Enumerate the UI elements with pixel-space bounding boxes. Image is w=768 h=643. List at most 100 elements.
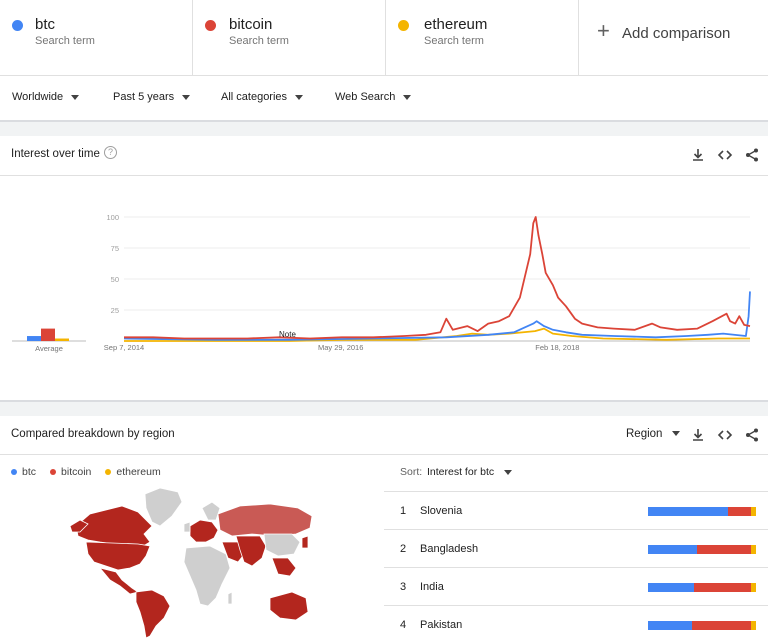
average-bar-btc — [27, 336, 41, 341]
chart-grid: 25 50 75 100 — [106, 213, 750, 342]
table-row[interactable]: 2 Bangladesh — [384, 529, 768, 567]
bar-segment-btc — [648, 545, 697, 554]
map-region-japan[interactable] — [301, 535, 309, 549]
row-region-name: Pakistan — [420, 619, 463, 631]
search-terms-bar: btc Search term bitcoin Search term ethe… — [0, 0, 768, 76]
x-axis-ticks: Sep 7, 2014 May 29, 2016 Feb 18, 2018 — [104, 343, 580, 352]
average-bars: Average — [12, 328, 86, 353]
legend-label: btc — [22, 466, 37, 478]
term-color-dot — [12, 20, 23, 31]
bar-segment-ethereum — [750, 621, 756, 630]
term-color-dot — [205, 20, 216, 31]
caret-down-icon — [403, 94, 412, 100]
y-tick-label: 75 — [111, 244, 119, 253]
embed-icon[interactable] — [717, 427, 733, 443]
bar-segment-bitcoin — [692, 621, 751, 630]
category-filter-label: All categories — [221, 91, 288, 103]
filters-bar: Worldwide Past 5 years All categories We… — [0, 77, 768, 120]
map-region-madagascar[interactable] — [227, 591, 233, 605]
region-breakdown-title: Compared breakdown by region — [11, 428, 175, 440]
interest-over-time-title: Interest over time — [11, 148, 100, 160]
legend-dot — [11, 469, 17, 476]
bar-segment-ethereum — [750, 583, 756, 592]
legend-item-btc: btc — [11, 466, 36, 478]
legend-dot — [105, 469, 112, 476]
sort-dropdown[interactable]: Interest for btc — [427, 466, 513, 478]
divider — [0, 454, 768, 455]
interest-over-time-chart: Average 25 50 75 100 Sep 7, 2014 May 29, 201… — [12, 213, 751, 353]
caret-down-icon — [71, 94, 80, 100]
search-term-btc[interactable]: btc Search term — [0, 0, 193, 76]
table-row[interactable]: 1 Slovenia — [384, 491, 768, 529]
map-region-central-america[interactable] — [98, 567, 139, 595]
row-region-name: India — [420, 581, 444, 593]
map-region-canada[interactable] — [75, 505, 153, 549]
row-share-bar — [648, 583, 756, 592]
term-subtitle: Search term — [229, 35, 289, 47]
section-gap — [0, 120, 768, 136]
bar-segment-bitcoin — [727, 507, 751, 516]
table-row[interactable]: 3 India — [384, 567, 768, 605]
average-bar-bitcoin — [41, 328, 55, 341]
chart-lines — [123, 216, 751, 342]
term-name: ethereum — [424, 16, 488, 33]
caret-down-icon — [672, 431, 681, 437]
average-label: Average — [35, 344, 63, 353]
bar-segment-btc — [648, 621, 693, 630]
x-tick-label: Feb 18, 2018 — [535, 343, 579, 352]
term-color-dot — [398, 20, 409, 31]
bar-segment-btc — [648, 583, 695, 592]
download-icon[interactable] — [690, 147, 706, 163]
map-region-greenland[interactable] — [144, 487, 183, 527]
add-comparison-label: Add comparison — [622, 25, 731, 42]
map-region-australia[interactable] — [269, 591, 309, 621]
y-tick-label: 25 — [111, 306, 119, 315]
map-region-scandinavia[interactable] — [201, 501, 221, 521]
row-rank: 2 — [400, 543, 407, 555]
map-region-south-asia[interactable] — [235, 535, 267, 567]
world-map[interactable] — [60, 486, 320, 639]
map-region-southeast-asia[interactable] — [271, 557, 297, 577]
map-region-russia[interactable] — [217, 503, 313, 537]
table-row[interactable]: 4 Pakistan — [384, 605, 768, 643]
row-share-bar — [648, 545, 756, 554]
note-marker-label[interactable]: Note — [279, 330, 296, 339]
map-region-china[interactable] — [263, 533, 301, 557]
map-region-europe[interactable] — [189, 519, 219, 543]
term-subtitle: Search term — [35, 35, 95, 47]
map-region-usa[interactable] — [85, 541, 151, 571]
search-term-ethereum[interactable]: ethereum Search term — [386, 0, 579, 76]
x-tick-label: May 29, 2016 — [318, 343, 363, 352]
search-type-dropdown[interactable]: Web Search — [335, 91, 412, 103]
map-region-uk[interactable] — [183, 521, 191, 533]
region-filter-label: Worldwide — [12, 91, 64, 103]
row-share-bar — [648, 507, 756, 516]
region-filter-dropdown[interactable]: Worldwide — [12, 91, 80, 103]
share-icon[interactable] — [744, 427, 760, 443]
region-level-dropdown[interactable]: Region — [626, 428, 681, 440]
x-tick-label: Sep 7, 2014 — [104, 343, 144, 352]
search-term-bitcoin[interactable]: bitcoin Search term — [193, 0, 386, 76]
legend-dot — [50, 469, 57, 476]
series-line-ethereum — [124, 327, 750, 342]
embed-icon[interactable] — [717, 147, 733, 163]
download-icon[interactable] — [690, 427, 706, 443]
bar-segment-bitcoin — [696, 545, 751, 554]
section-gap — [0, 400, 768, 416]
map-region-south-america[interactable] — [135, 589, 171, 639]
time-filter-dropdown[interactable]: Past 5 years — [113, 91, 191, 103]
map-legend: btc bitcoin ethereum — [11, 466, 161, 478]
average-bar-ethereum — [55, 338, 69, 341]
map-region-africa[interactable] — [183, 545, 231, 607]
series-line-bitcoin — [124, 216, 751, 340]
add-comparison-button[interactable]: + Add comparison — [579, 0, 768, 75]
map-region-alaska[interactable] — [69, 519, 89, 533]
help-icon[interactable]: ? — [104, 146, 117, 159]
time-filter-label: Past 5 years — [113, 91, 175, 103]
category-filter-dropdown[interactable]: All categories — [221, 91, 304, 103]
row-rank: 1 — [400, 505, 407, 517]
y-tick-label: 50 — [111, 275, 119, 284]
sort-label: Sort: — [400, 466, 423, 478]
share-icon[interactable] — [744, 147, 760, 163]
y-tick-label: 100 — [106, 213, 119, 222]
